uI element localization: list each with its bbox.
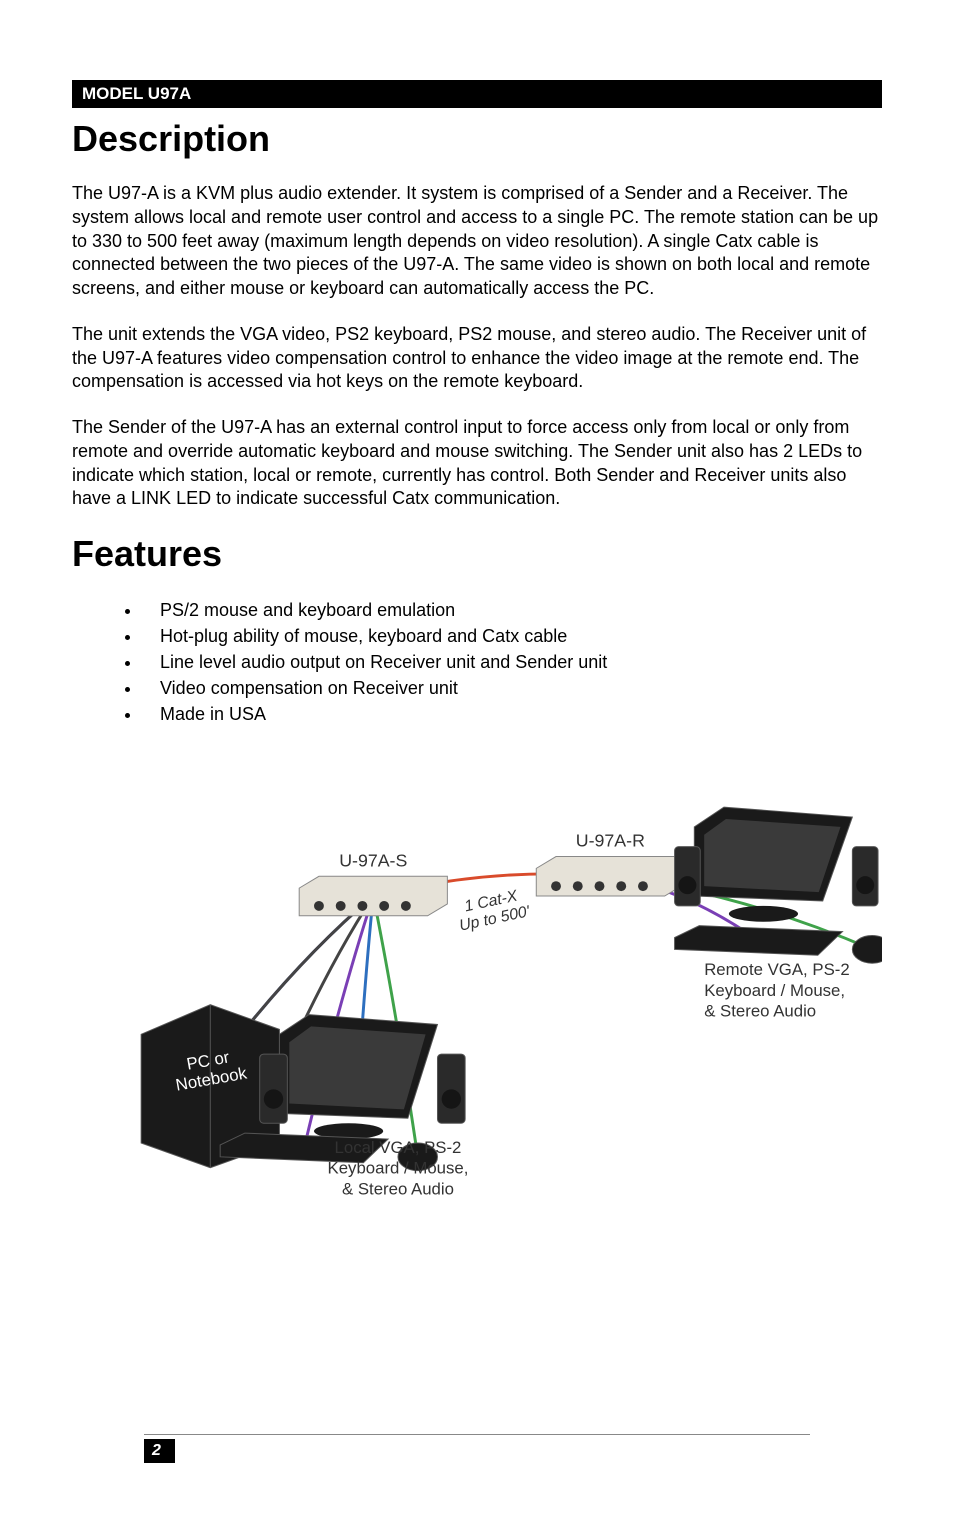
svg-text:U-97A-S: U-97A-S [339,851,407,871]
description-para-2: The unit extends the VGA video, PS2 keyb… [72,323,882,394]
features-list: PS/2 mouse and keyboard emulation Hot-pl… [142,597,882,727]
svg-text:& Stereo Audio: & Stereo Audio [342,1180,454,1199]
svg-text:U-97A-R: U-97A-R [576,831,645,851]
description-para-1: The U97-A is a KVM plus audio extender. … [72,182,882,301]
svg-text:& Stereo Audio: & Stereo Audio [704,1002,816,1021]
page-number: 2 [144,1439,175,1463]
svg-text:Local VGA, PS-2: Local VGA, PS-2 [335,1138,462,1157]
feature-item: Video compensation on Receiver unit [142,675,882,701]
feature-item: Line level audio output on Receiver unit… [142,649,882,675]
feature-item: Hot-plug ability of mouse, keyboard and … [142,623,882,649]
svg-text:Keyboard / Mouse,: Keyboard / Mouse, [704,981,845,1000]
description-heading: Description [72,118,882,160]
feature-item: Made in USA [142,701,882,727]
svg-text:Remote VGA, PS-2: Remote VGA, PS-2 [704,961,849,980]
svg-text:Keyboard / Mouse,: Keyboard / Mouse, [328,1159,469,1178]
feature-item: PS/2 mouse and keyboard emulation [142,597,882,623]
description-para-3: The Sender of the U97-A has an external … [72,416,882,511]
connection-diagram: 1 Cat-XUp to 500'PC orNotebookU-97A-SU-9… [72,755,882,1205]
features-heading: Features [72,533,882,575]
footer-rule [144,1434,810,1435]
model-header: MODEL U97A [72,80,882,108]
